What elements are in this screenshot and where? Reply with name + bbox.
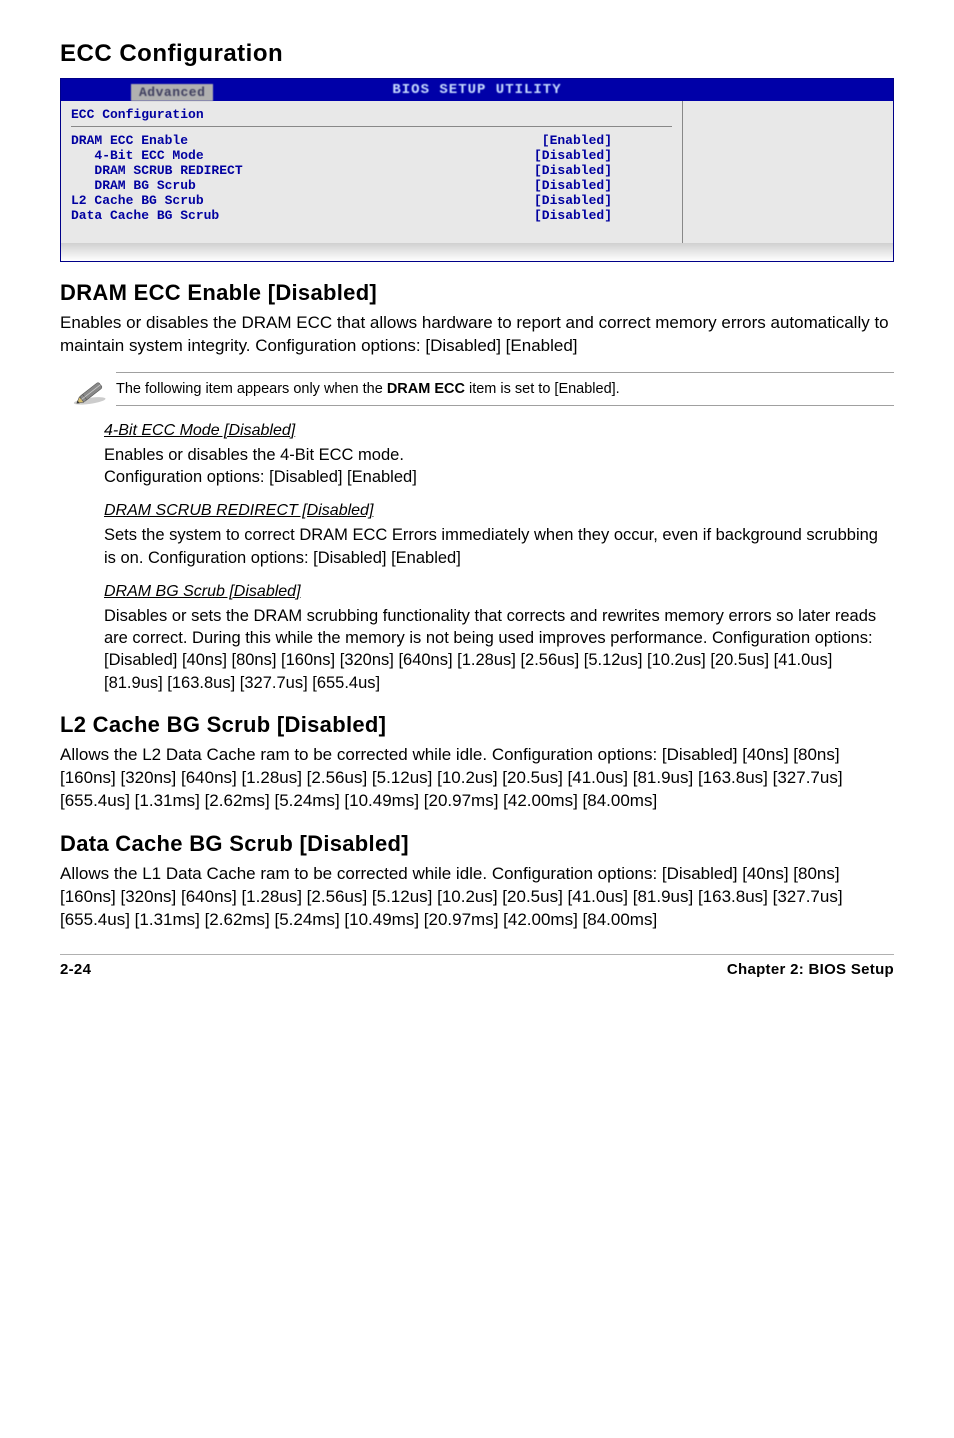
bios-row-value: [Disabled] xyxy=(534,208,672,223)
page-footer: 2-24 Chapter 2: BIOS Setup xyxy=(60,954,894,978)
bios-row: DRAM SCRUB REDIRECT [Disabled] xyxy=(71,163,672,178)
footer-right: Chapter 2: BIOS Setup xyxy=(727,961,894,978)
bios-row: Data Cache BG Scrub [Disabled] xyxy=(71,208,672,223)
subitem-bgscrub: DRAM BG Scrub [Disabled] Disables or set… xyxy=(104,583,894,694)
bios-right-pane xyxy=(683,101,893,243)
body-4bit: Enables or disables the 4-Bit ECC mode.C… xyxy=(104,444,894,489)
bios-row-label: 4-Bit ECC Mode xyxy=(71,148,204,163)
bios-group-title: ECC Configuration xyxy=(71,105,672,127)
bios-row: L2 Cache BG Scrub [Disabled] xyxy=(71,193,672,208)
heading-l2-scrub: L2 Cache BG Scrub [Disabled] xyxy=(60,712,894,738)
bios-row-label: DRAM ECC Enable xyxy=(71,133,188,148)
para-dram-ecc: Enables or disables the DRAM ECC that al… xyxy=(60,312,894,358)
bios-header: BIOS SETUP UTILITY Advanced xyxy=(61,79,893,101)
heading-dram-ecc-enable: DRAM ECC Enable [Disabled] xyxy=(60,280,894,306)
para-data: Allows the L1 Data Cache ram to be corre… xyxy=(60,863,894,932)
head-bgscrub: DRAM BG Scrub [Disabled] xyxy=(104,583,894,601)
page-container: ECC Configuration BIOS SETUP UTILITY Adv… xyxy=(0,0,954,1008)
note-text: The following item appears only when the… xyxy=(116,372,894,406)
pencil-icon xyxy=(60,373,116,405)
bios-row-label: L2 Cache BG Scrub xyxy=(71,193,204,208)
bios-tab: Advanced xyxy=(131,84,213,101)
bios-row-value: [Disabled] xyxy=(534,193,672,208)
bios-screenshot: BIOS SETUP UTILITY Advanced ECC Configur… xyxy=(60,78,894,262)
head-redirect: DRAM SCRUB REDIRECT [Disabled] xyxy=(104,502,894,520)
note-pre: The following item appears only when the xyxy=(116,381,387,397)
bios-left-pane: ECC Configuration DRAM ECC Enable [Enable… xyxy=(61,101,683,243)
bios-row: DRAM BG Scrub [Disabled] xyxy=(71,178,672,193)
heading-data-scrub: Data Cache BG Scrub [Disabled] xyxy=(60,831,894,857)
note-bold: DRAM ECC xyxy=(387,381,465,397)
bios-row-label: Data Cache BG Scrub xyxy=(71,208,219,223)
bios-row: DRAM ECC Enable [Enabled] xyxy=(71,133,672,148)
note-row: The following item appears only when the… xyxy=(60,372,894,406)
subitem-redirect: DRAM SCRUB REDIRECT [Disabled] Sets the … xyxy=(104,502,894,569)
bios-shadow xyxy=(61,243,893,261)
bios-rows: DRAM ECC Enable [Enabled] 4-Bit ECC Mode [… xyxy=(71,133,672,223)
bios-row-label: DRAM BG Scrub xyxy=(71,178,196,193)
subitem-4bit: 4-Bit ECC Mode [Disabled] Enables or dis… xyxy=(104,422,894,489)
bios-header-title: BIOS SETUP UTILITY xyxy=(392,82,561,98)
body-redirect: Sets the system to correct DRAM ECC Erro… xyxy=(104,524,894,569)
bios-row-value: [Disabled] xyxy=(534,148,672,163)
body-bgscrub: Disables or sets the DRAM scrubbing func… xyxy=(104,605,894,694)
heading-ecc-config: ECC Configuration xyxy=(60,40,894,68)
bios-row-value: [Enabled] xyxy=(542,133,672,148)
bios-row-value: [Disabled] xyxy=(534,178,672,193)
footer-left: 2-24 xyxy=(60,961,91,978)
bios-body: ECC Configuration DRAM ECC Enable [Enable… xyxy=(61,101,893,243)
head-4bit: 4-Bit ECC Mode [Disabled] xyxy=(104,422,894,440)
bios-row: 4-Bit ECC Mode [Disabled] xyxy=(71,148,672,163)
bios-row-value: [Disabled] xyxy=(534,163,672,178)
bios-row-label: DRAM SCRUB REDIRECT xyxy=(71,163,243,178)
note-post: item is set to [Enabled]. xyxy=(465,381,620,397)
para-l2: Allows the L2 Data Cache ram to be corre… xyxy=(60,744,894,813)
